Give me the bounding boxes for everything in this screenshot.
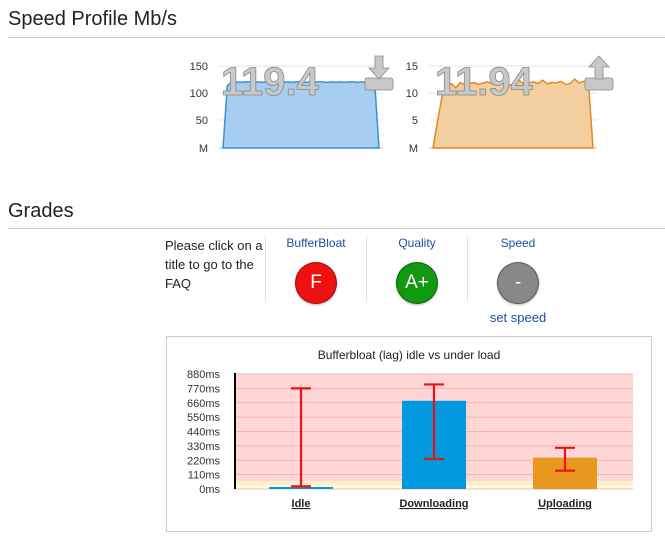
chart-bar-idle — [269, 487, 333, 489]
bufferbloat-grade-badge: F — [295, 262, 337, 304]
chart-ytick-label: 440ms — [187, 427, 221, 439]
download-arrow-icon — [364, 55, 394, 91]
speed-profile-divider — [8, 37, 665, 38]
download-ytick-100: 100 — [190, 88, 208, 100]
chart-xtick-idle[interactable]: Idle — [292, 498, 311, 510]
upload-sparkline-svg: 15 10 5 M 11.94 — [406, 55, 614, 155]
bufferbloat-grade-link[interactable]: BufferBloat — [286, 236, 346, 250]
quality-grade-link[interactable]: Quality — [398, 236, 436, 250]
grade-separator — [467, 237, 468, 301]
upload-speed-chart: 15 10 5 M 11.94 — [393, 55, 623, 158]
grades-title: Grades — [8, 200, 74, 222]
download-area — [222, 81, 380, 149]
speed-grade-badge: - — [497, 262, 539, 304]
upload-ytick-0: M — [409, 143, 418, 155]
grade-separator — [265, 237, 266, 301]
download-ytick-0: M — [199, 143, 208, 155]
chart-ytick-label: 550ms — [187, 412, 221, 424]
upload-area — [432, 78, 594, 149]
chart-errorbar-uploading — [555, 446, 575, 472]
download-sparkline-svg: 150 100 50 M 119.4 — [190, 55, 394, 155]
download-ytick-150: 150 — [190, 61, 208, 73]
upload-ytick-15: 15 — [406, 61, 418, 73]
upload-ytick-10: 10 — [406, 88, 418, 100]
chart-errorbar-downloading — [424, 383, 444, 461]
grade-separator — [366, 237, 367, 301]
download-speed-chart: 150 100 50 M 119.4 — [183, 55, 394, 158]
chart-ytick-label: 770ms — [187, 383, 221, 395]
grades-divider — [8, 228, 665, 229]
chart-ytick-label: 0ms — [199, 484, 220, 496]
grade-bufferbloat: BufferBloat F — [266, 236, 366, 304]
bufferbloat-chart: Bufferbloat (lag) idle vs under load 880… — [166, 336, 652, 532]
grades-help-text: Please click on a title to go to the FAQ — [165, 238, 263, 291]
download-ytick-50: 50 — [196, 115, 208, 127]
speed-profile-title: Speed Profile Mb/s — [8, 8, 177, 30]
chart-ytick-label: 880ms — [187, 369, 221, 381]
grade-quality: Quality A+ — [367, 236, 467, 304]
upload-speed-value: 11.94 — [435, 60, 534, 104]
quality-grade-badge: A+ — [396, 262, 438, 304]
chart-ytick-label: 220ms — [187, 455, 221, 467]
upload-ytick-5: 5 — [412, 115, 418, 127]
set-speed-link[interactable]: set speed — [489, 310, 547, 325]
chart-ytick-label: 330ms — [187, 441, 221, 453]
chart-ytick-label: 660ms — [187, 398, 221, 410]
chart-errorbar-idle — [291, 387, 311, 488]
chart-title: Bufferbloat (lag) idle vs under load — [318, 348, 501, 362]
upload-arrow-icon — [584, 55, 614, 91]
chart-xtick-uploading[interactable]: Uploading — [538, 498, 592, 510]
grade-speed: Speed - set speed — [468, 236, 568, 325]
download-speed-value: 119.4 — [221, 60, 320, 104]
bufferbloat-chart-svg: Bufferbloat (lag) idle vs under load 880… — [187, 348, 633, 510]
chart-ytick-label: 110ms — [188, 470, 221, 482]
chart-xtick-downloading[interactable]: Downloading — [399, 498, 468, 510]
speed-grade-link[interactable]: Speed — [500, 236, 536, 250]
